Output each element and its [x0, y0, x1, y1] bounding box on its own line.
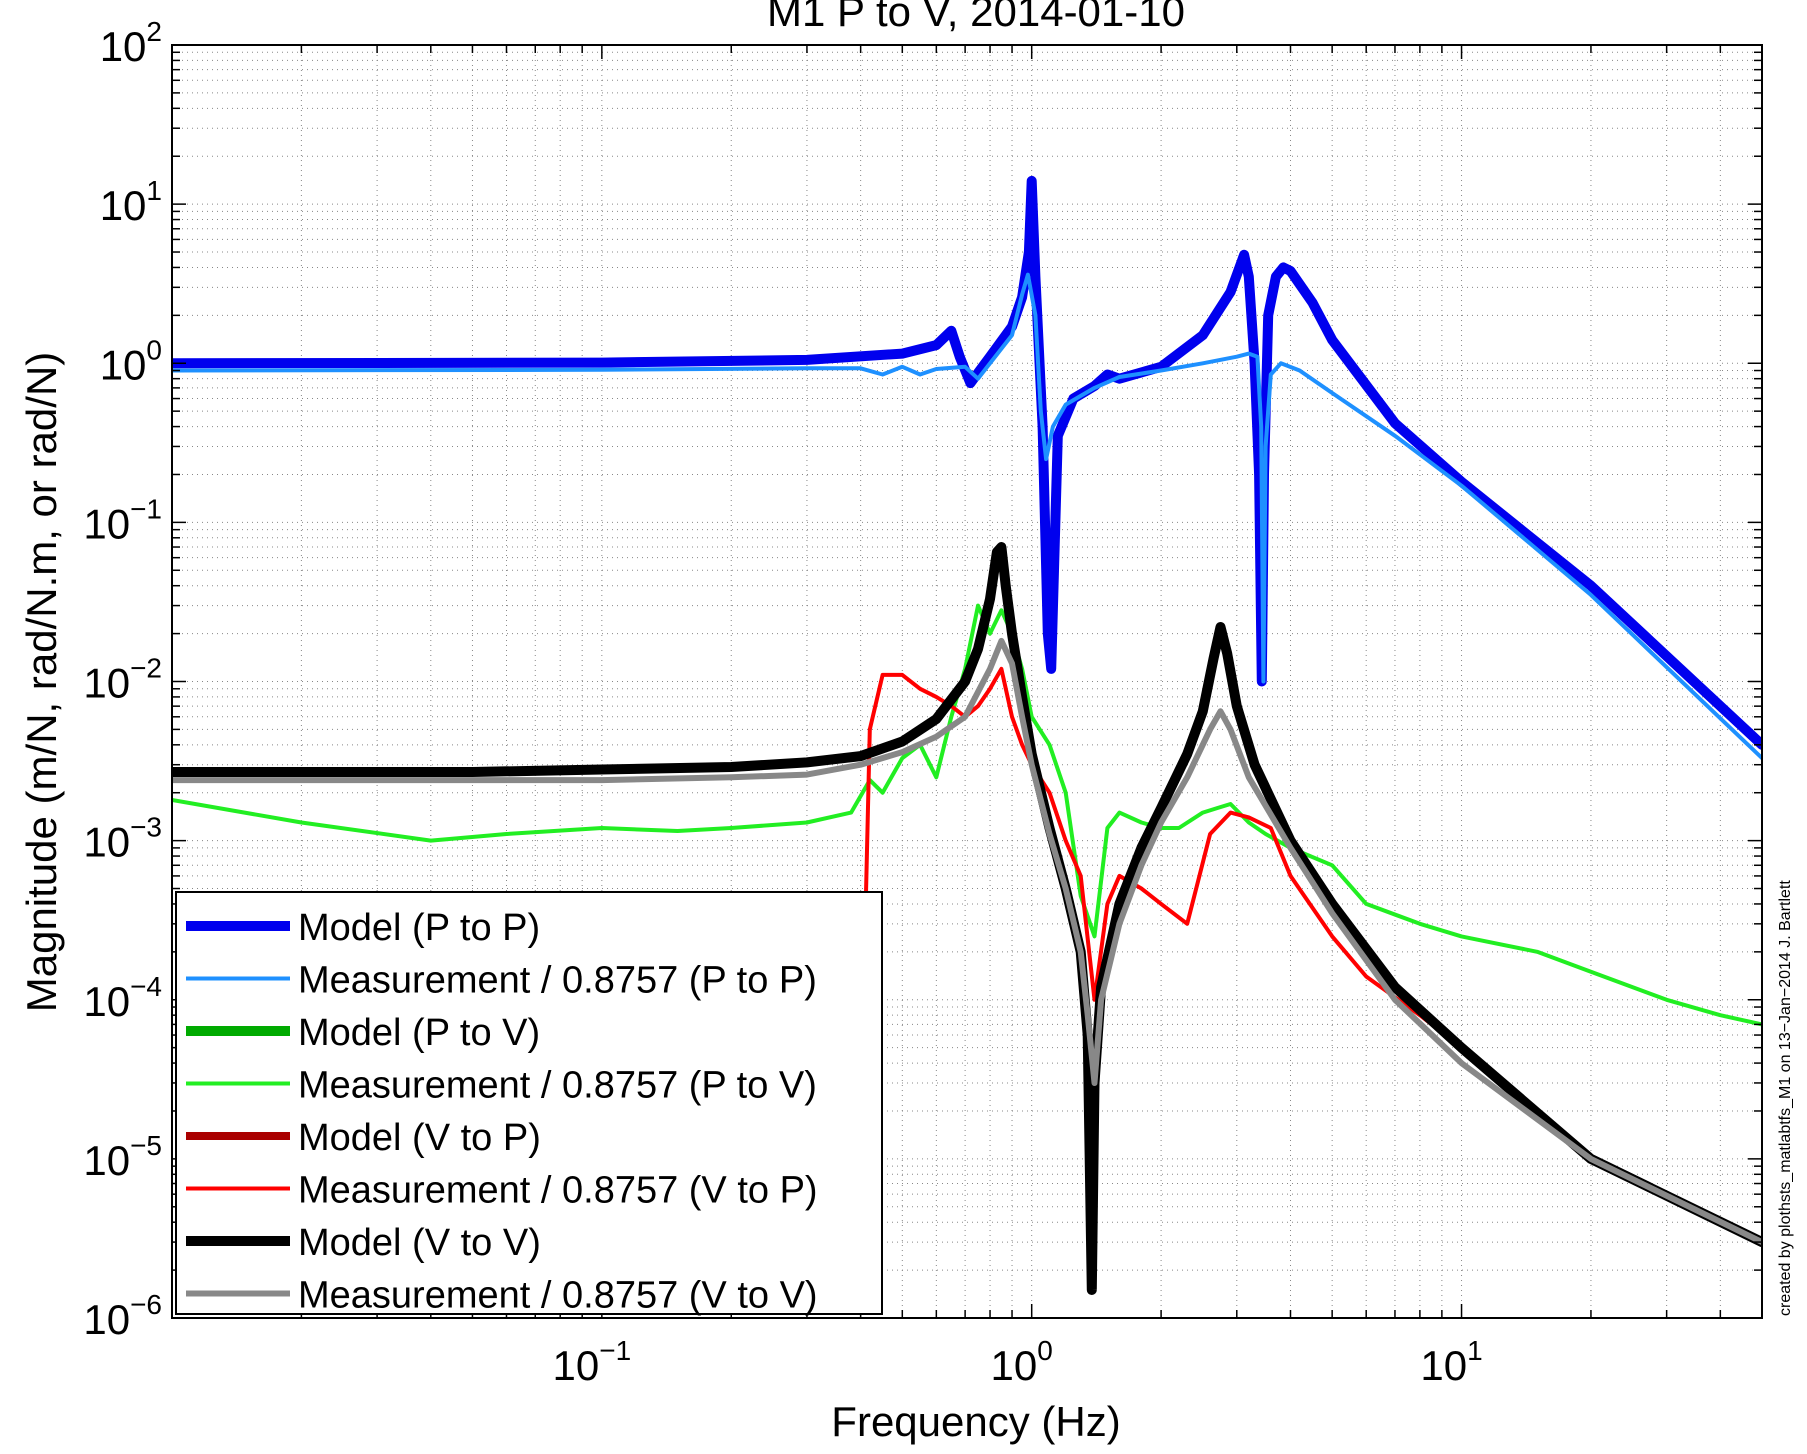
- series-line-3: [172, 603, 1762, 1027]
- chart-title: M1 P to V, 2014-01-10: [767, 0, 1185, 35]
- legend-label: Model (V to V): [298, 1222, 541, 1264]
- y-tick-label: 10−3: [83, 812, 162, 866]
- axis-ticks: [171, 44, 1763, 1319]
- series-line-1: [172, 272, 1762, 761]
- x-axis-label: Frequency (Hz): [831, 1398, 1120, 1445]
- series-line-7: [172, 637, 1762, 1246]
- series-layer: [172, 175, 1762, 1295]
- legend-label: Model (P to P): [298, 907, 540, 949]
- x-tick-label: 101: [1420, 1335, 1482, 1389]
- y-tick-label: 100: [100, 334, 162, 388]
- legend-label: Measurement / 0.8757 (V to V): [298, 1275, 818, 1317]
- y-tick-labels: 10−6 10−5 10−4 10−3 10−2 10−1 100 101 102: [83, 16, 162, 1343]
- legend-box: [175, 891, 883, 1315]
- series-line-0: [172, 175, 1762, 750]
- y-tick-label: 101: [100, 175, 162, 229]
- y-tick-label: 10−4: [83, 971, 162, 1025]
- legend-label: Measurement / 0.8757 (P to P): [298, 960, 817, 1002]
- legend-label: Measurement / 0.8757 (V to P): [298, 1170, 818, 1212]
- y-tick-label: 102: [100, 16, 162, 70]
- y-tick-label: 10−6: [83, 1289, 162, 1343]
- creator-annotation: created by plothsts_matlabtfs_M1 on 13−J…: [1777, 880, 1794, 1316]
- y-tick-label: 10−5: [83, 1130, 162, 1184]
- legend-label: Measurement / 0.8757 (P to V): [298, 1065, 817, 1107]
- x-tick-labels: 10−1 100 101: [553, 1335, 1483, 1389]
- x-tick-label: 10−1: [553, 1335, 632, 1389]
- y-tick-label: 10−2: [83, 653, 162, 707]
- legend-label: Model (V to P): [298, 1117, 541, 1159]
- y-tick-label: 10−1: [83, 493, 162, 547]
- legend-label: Model (P to V): [298, 1012, 540, 1054]
- y-axis-label: Magnitude (m/N, rad/N.m, or rad/N): [18, 352, 65, 1013]
- legend: Model (P to P) Measurement / 0.8757 (P to…: [175, 891, 883, 1317]
- x-tick-label: 100: [991, 1335, 1053, 1389]
